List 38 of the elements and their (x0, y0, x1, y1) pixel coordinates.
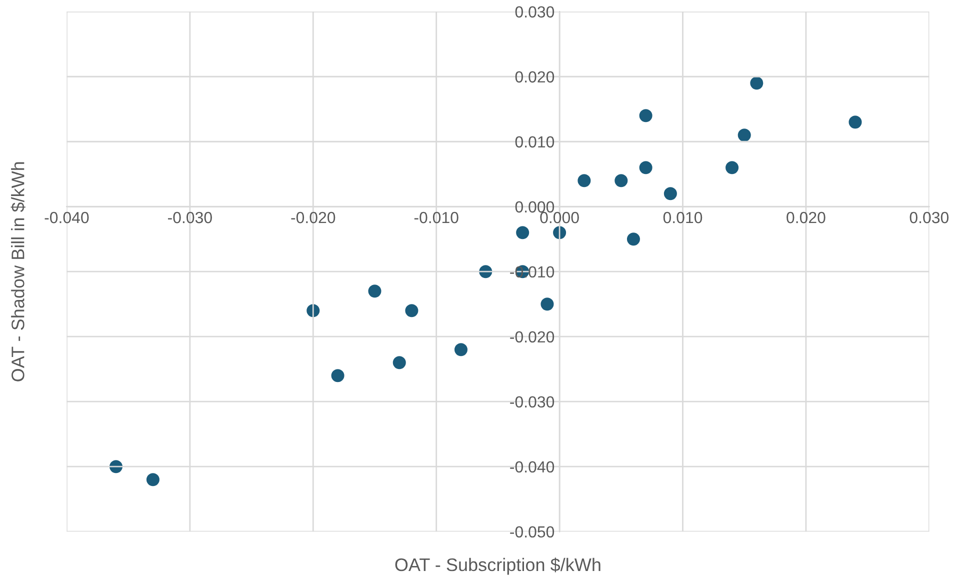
point (738, 128, 751, 142)
point (146, 473, 160, 486)
y-tick-label: -0.050 (510, 526, 554, 538)
point (848, 116, 862, 129)
y-tick-label: -0.030 (510, 396, 554, 408)
point (454, 343, 468, 356)
y-tick-label: -0.020 (510, 331, 554, 343)
x-tick-label: 0.010 (663, 212, 702, 224)
point (750, 76, 764, 90)
point (614, 174, 628, 188)
point (540, 298, 554, 311)
x-tick-label: 0.030 (910, 212, 949, 224)
x-tick-label: 0.020 (786, 212, 826, 224)
y-tick-label: 0.030 (515, 6, 554, 18)
y-tick-label: -0.040 (510, 461, 554, 473)
x-tick-label: -0.040 (44, 212, 89, 224)
point (578, 174, 591, 188)
point (639, 161, 652, 174)
x-tick-label: -0.010 (414, 212, 458, 224)
y-axis-title: OAT - Shadow Bill in $/kWh (10, 162, 26, 382)
y-tick-label: -0.010 (510, 266, 554, 278)
y-tick-label: 0.000 (515, 201, 554, 213)
point (664, 187, 677, 200)
point (726, 161, 739, 174)
point (405, 304, 418, 318)
point (626, 232, 640, 246)
point (368, 284, 382, 298)
point (392, 356, 406, 370)
point (331, 369, 344, 382)
y-tick-label: 0.020 (515, 71, 554, 83)
point (516, 226, 530, 240)
point (639, 109, 652, 122)
x-tick-label: 0.000 (540, 212, 579, 224)
point (553, 226, 566, 240)
x-axis-title: OAT - Subscription $/kWh (395, 558, 600, 575)
x-tick-label: -0.030 (168, 212, 212, 224)
x-tick-label: -0.020 (291, 212, 336, 224)
y-tick-label: 0.010 (515, 136, 554, 148)
